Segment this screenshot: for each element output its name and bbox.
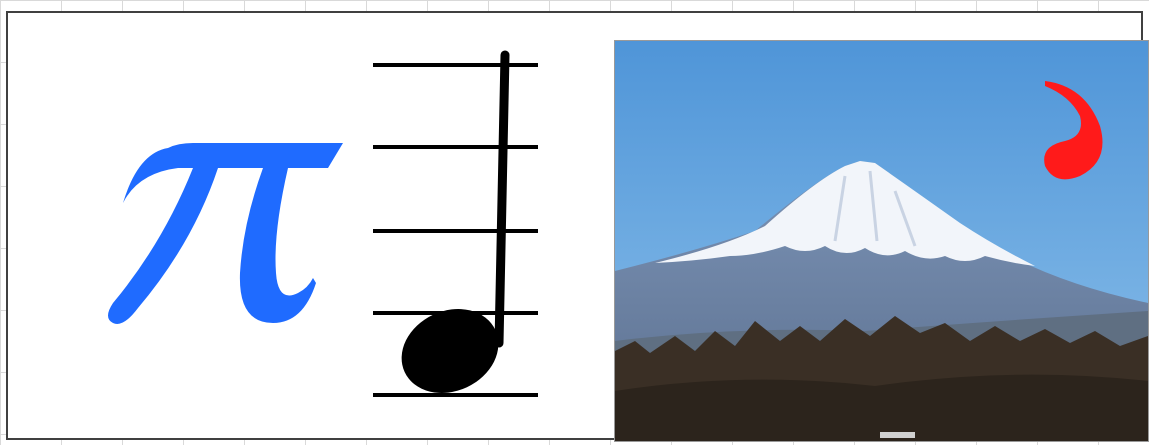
pi-top-bar [123,143,343,203]
snow-cap [655,161,1035,266]
red-mark-icon [1044,81,1103,180]
mountain-photo[interactable] [614,40,1149,442]
resize-handle[interactable] [880,432,915,438]
music-note-icon [373,50,538,397]
image-frame[interactable] [6,11,1149,442]
pi-right-leg [239,168,316,323]
snow-shade [833,170,917,247]
note-head [401,309,499,393]
pi-left-leg [108,168,218,324]
note-stem [494,50,510,348]
pi-symbol-icon [108,143,343,324]
forest-texture [615,374,1148,441]
